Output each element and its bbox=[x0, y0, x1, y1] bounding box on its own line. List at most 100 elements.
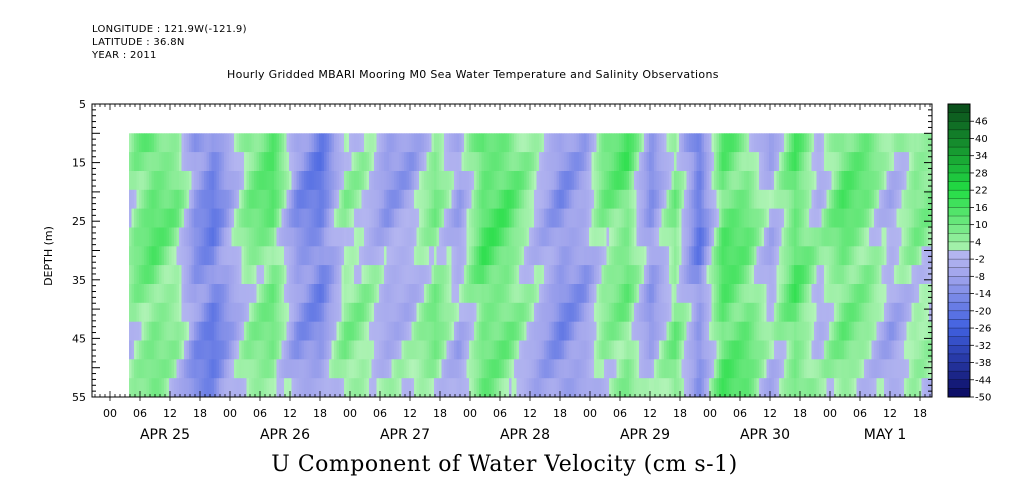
colorbar-segment bbox=[948, 267, 970, 277]
colorbar-segment bbox=[948, 241, 970, 251]
colorbar-segment bbox=[948, 138, 970, 148]
y-axis-label: DEPTH (m) bbox=[42, 226, 55, 286]
x-day-label: APR 28 bbox=[500, 427, 550, 443]
x-tick-label: 18 bbox=[313, 407, 327, 420]
colorbar-label: 10 bbox=[975, 220, 988, 231]
x-tick-label: 06 bbox=[493, 407, 507, 420]
colorbar-label: -14 bbox=[975, 289, 991, 300]
colorbar-segment bbox=[948, 353, 970, 364]
colorbar-segment bbox=[948, 293, 970, 303]
x-tick-label: 00 bbox=[463, 407, 477, 420]
heatmap-field bbox=[129, 133, 932, 397]
colorbar-segment bbox=[948, 276, 970, 286]
x-tick-label: 12 bbox=[403, 407, 417, 420]
colorbar-segment bbox=[948, 121, 970, 131]
x-tick-label: 12 bbox=[283, 407, 297, 420]
y-tick-label: 25 bbox=[72, 215, 86, 228]
x-tick-label: 06 bbox=[373, 407, 387, 420]
colorbar-segment bbox=[948, 155, 970, 165]
x-tick-label: 00 bbox=[103, 407, 117, 420]
colorbar-segment bbox=[948, 328, 970, 338]
colorbar-segment bbox=[948, 104, 970, 114]
y-tick-label: 55 bbox=[72, 391, 86, 404]
x-tick-label: 00 bbox=[223, 407, 237, 420]
colorbar-label: 34 bbox=[975, 151, 988, 162]
longitude-label: LONGITUDE : 121.9W(-121.9) bbox=[92, 24, 247, 35]
colorbar-label: -32 bbox=[975, 341, 991, 352]
colorbar-label: -38 bbox=[975, 358, 991, 369]
x-tick-label: 18 bbox=[193, 407, 207, 420]
y-tick-label: 15 bbox=[72, 157, 86, 170]
colorbar-segment bbox=[948, 207, 970, 217]
colorbar-segment bbox=[948, 129, 970, 139]
colorbar-segment bbox=[948, 388, 970, 398]
x-tick-label: 18 bbox=[433, 407, 447, 420]
x-tick-label: 06 bbox=[613, 407, 627, 420]
x-day-label: APR 26 bbox=[260, 427, 310, 443]
colorbar-label: -20 bbox=[975, 306, 991, 317]
colorbar-segment bbox=[948, 164, 970, 174]
x-tick-label: 12 bbox=[643, 407, 657, 420]
x-day-label: APR 29 bbox=[620, 427, 670, 443]
x-tick-label: 06 bbox=[133, 407, 147, 420]
x-day-label: APR 27 bbox=[380, 427, 430, 443]
colorbar: 46 40 34 28 22 16 10 4 -2 -8 -14 -20 -26 -32 -38 -44 -50 bbox=[947, 103, 991, 404]
y-tick-label: 35 bbox=[72, 274, 86, 287]
colorbar-segment bbox=[948, 345, 970, 355]
x-tick-label: 06 bbox=[733, 407, 747, 420]
x-tick-label: 12 bbox=[163, 407, 177, 420]
year-label: YEAR : 2011 bbox=[92, 50, 157, 61]
x-tick-label: 00 bbox=[823, 407, 837, 420]
colorbar-segment bbox=[948, 233, 970, 243]
x-tick-label: 12 bbox=[523, 407, 537, 420]
colorbar-segment bbox=[948, 190, 970, 200]
colorbar-segment bbox=[948, 302, 970, 312]
chart-title: Hourly Gridded MBARI Mooring M0 Sea Wate… bbox=[227, 68, 719, 81]
colorbar-label: -50 bbox=[975, 393, 991, 404]
colorbar-label: -2 bbox=[975, 255, 985, 266]
x-tick-label: 12 bbox=[883, 407, 897, 420]
colorbar-label: 22 bbox=[975, 186, 988, 197]
colorbar-segment bbox=[948, 259, 970, 269]
x-tick-label: 00 bbox=[343, 407, 357, 420]
colorbar-label: -8 bbox=[975, 272, 985, 283]
colorbar-segment bbox=[948, 198, 970, 208]
colorbar-segment bbox=[948, 216, 970, 226]
colorbar-segment bbox=[948, 336, 970, 346]
y-tick-label: 45 bbox=[72, 332, 86, 345]
latitude-label: LATITUDE : 36.8N bbox=[92, 37, 185, 48]
x-tick-label: 18 bbox=[793, 407, 807, 420]
colorbar-segment bbox=[948, 147, 970, 157]
colorbar-segment bbox=[948, 379, 970, 389]
colorbar-segment bbox=[948, 224, 970, 234]
colorbar-label: -26 bbox=[975, 324, 991, 335]
colorbar-segment bbox=[948, 250, 970, 260]
colorbar-label: -44 bbox=[975, 375, 991, 386]
colorbar-label: 28 bbox=[975, 168, 988, 179]
colorbar-segment bbox=[948, 371, 970, 381]
x-tick-label: 18 bbox=[673, 407, 687, 420]
x-tick-label: 00 bbox=[703, 407, 717, 420]
y-tick-label: 5 bbox=[79, 98, 86, 111]
colorbar-label: 46 bbox=[975, 117, 988, 128]
colorbar-label: 40 bbox=[975, 134, 988, 145]
colorbar-segment bbox=[948, 362, 970, 372]
x-tick-label: 18 bbox=[913, 407, 927, 420]
colorbar-segment bbox=[948, 172, 970, 183]
x-tick-label: 12 bbox=[763, 407, 777, 420]
colorbar-segment bbox=[948, 112, 970, 122]
colorbar-segment bbox=[948, 284, 970, 295]
colorbar-label: 4 bbox=[975, 237, 981, 248]
x-day-label: MAY 1 bbox=[864, 427, 906, 443]
colorbar-label: 16 bbox=[975, 203, 988, 214]
x-day-label: APR 25 bbox=[140, 427, 190, 443]
x-axis: 00 06 12 18 00 06 12 18 00 06 12 18 00 06 12 18 00 06 12 18… bbox=[94, 104, 931, 443]
colorbar-segment bbox=[948, 319, 970, 329]
colorbar-segment bbox=[948, 181, 970, 191]
x-tick-label: 00 bbox=[583, 407, 597, 420]
bottom-title: U Component of Water Velocity (cm s-1) bbox=[271, 452, 738, 477]
x-tick-label: 18 bbox=[553, 407, 567, 420]
x-day-label: APR 30 bbox=[740, 427, 790, 443]
x-tick-label: 06 bbox=[853, 407, 867, 420]
